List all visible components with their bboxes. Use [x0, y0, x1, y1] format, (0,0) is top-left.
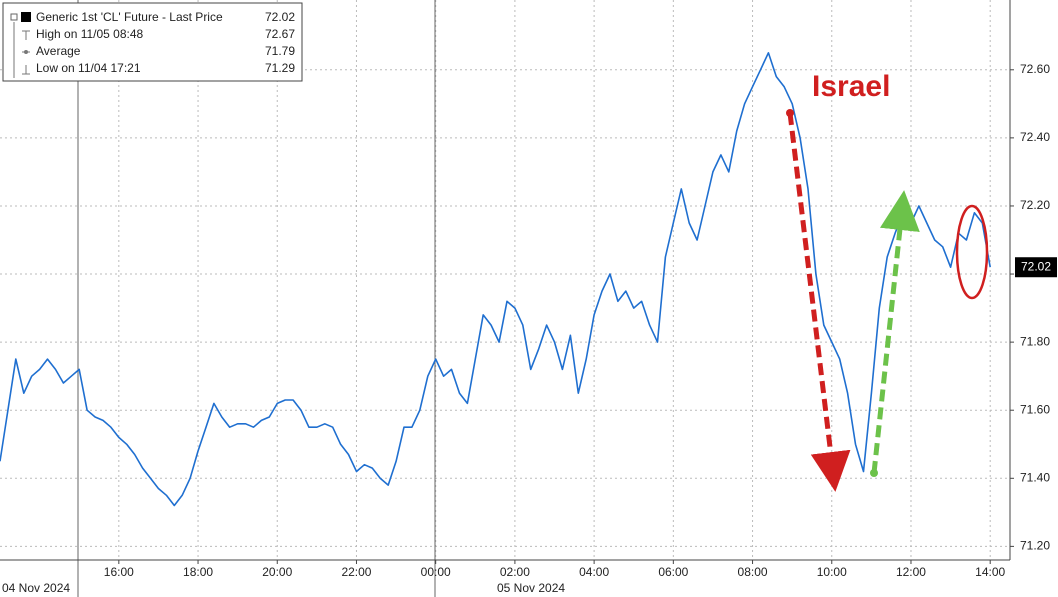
x-tick-label: 00:00	[421, 565, 451, 579]
y-tick-label: 71.60	[1020, 402, 1050, 416]
legend-glyph	[24, 50, 28, 54]
annotation: Israel	[812, 70, 890, 103]
y-tick-label: 72.40	[1020, 130, 1050, 144]
y-tick-label: 71.20	[1020, 539, 1050, 553]
legend-value: 72.67	[265, 27, 295, 41]
x-tick-label: 08:00	[738, 565, 768, 579]
plot	[0, 52, 991, 507]
legend-toggle	[10, 13, 18, 21]
x-tick-label: 22:00	[341, 565, 371, 579]
legend-label: Average	[36, 44, 81, 58]
last-price-tag	[1015, 257, 1057, 278]
legend: Generic 1st 'CL' Future - Last Price 72.…	[2, 2, 303, 82]
last-price-label: 72.02	[1021, 259, 1051, 273]
x-tick-label: 20:00	[262, 565, 292, 579]
x-tick-label: 16:00	[104, 565, 134, 579]
y-tick-label: 71.80	[1020, 334, 1050, 348]
date-label: 05 Nov 2024	[497, 581, 565, 595]
y-tick-label: 71.40	[1020, 470, 1050, 484]
date-label: 04 Nov 2024	[2, 581, 70, 595]
x-tick-label: 10:00	[817, 565, 847, 579]
legend-box	[2, 2, 303, 82]
highlight-ellipse	[955, 204, 989, 300]
legend-value: 72.02	[265, 10, 295, 24]
x-tick-label: 12:00	[896, 565, 926, 579]
legend-value: 71.79	[265, 44, 295, 58]
x-tick-label: 18:00	[183, 565, 213, 579]
rise-arrow	[871, 190, 920, 474]
legend-label: Generic 1st 'CL' Future - Last Price	[36, 10, 223, 24]
y-tick-label: 72.20	[1020, 198, 1050, 212]
legend-value: 71.29	[265, 61, 295, 75]
legend-swatch	[21, 12, 31, 22]
y-tick-label: 72.60	[1020, 62, 1050, 76]
drop-arrow	[787, 112, 851, 492]
x-tick-label: 02:00	[500, 565, 530, 579]
x-tick-label: 06:00	[658, 565, 688, 579]
legend-label: Low on 11/04 17:21	[36, 61, 141, 75]
x-tick-label: 04:00	[579, 565, 609, 579]
x-tick-label: 14:00	[975, 565, 1005, 579]
price-line	[0, 52, 991, 507]
legend-label: High on 11/05 08:48	[36, 27, 144, 41]
